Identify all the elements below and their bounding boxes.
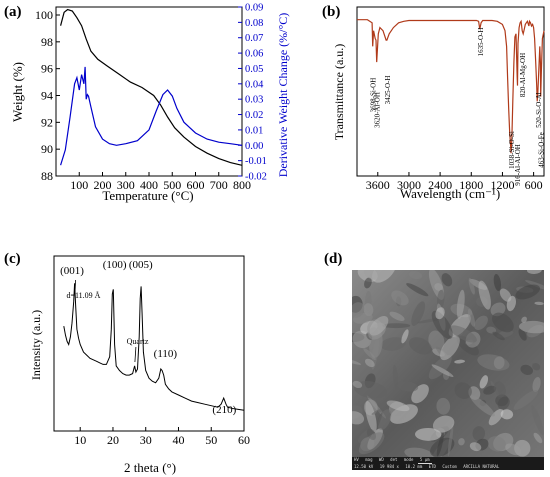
peak-label: (001) bbox=[60, 265, 84, 277]
sem-info-hv: HV bbox=[354, 457, 359, 462]
y-right-tick-label: 0.04 bbox=[245, 79, 264, 90]
panel-c-label: (c) bbox=[4, 251, 21, 267]
sem-val-mode: Custom bbox=[442, 464, 457, 469]
x-tick-label: 600 bbox=[525, 178, 543, 192]
y-right-tick-label: 0.03 bbox=[245, 95, 263, 106]
peak-label: (005) bbox=[129, 259, 153, 271]
x-tick-label: 200 bbox=[94, 178, 112, 192]
x-tick-label: 100 bbox=[70, 178, 88, 192]
peak-annotation: 1635-O-H bbox=[477, 28, 485, 57]
x-tick-label: 3600 bbox=[366, 178, 390, 192]
x-tick-label: 300 bbox=[117, 178, 135, 192]
y-right-tick-label: 0.08 bbox=[245, 18, 263, 29]
weight-curve bbox=[60, 8, 243, 166]
y-right-tick-label: 0.02 bbox=[245, 110, 263, 121]
y-left-tick-label: 88 bbox=[41, 169, 53, 183]
y-left-tick-label: 96 bbox=[41, 62, 53, 76]
peak-annotation: 1038-Si-O-Si bbox=[508, 131, 516, 169]
x-tick-label: 1200 bbox=[490, 178, 514, 192]
sem-info-mode: mode bbox=[403, 457, 414, 462]
panel-a-ylabel-left: Weight (%) bbox=[10, 62, 25, 122]
sem-val-det: ETD bbox=[428, 464, 436, 469]
y-right-tick-label: 0.06 bbox=[245, 49, 263, 60]
x-tick-label: 50 bbox=[205, 433, 217, 447]
sem-image: HV mag WD det mode 5 μm 12.50 kV 19 984 … bbox=[352, 270, 544, 470]
peak-label: (210) bbox=[212, 404, 236, 416]
peak-label: (110) bbox=[154, 348, 178, 360]
y-right-tick-label: 0.07 bbox=[245, 33, 263, 44]
y-right-tick-label: 0.01 bbox=[245, 125, 263, 136]
sem-info-det: det bbox=[390, 457, 398, 462]
y-left-tick-label: 100 bbox=[35, 8, 53, 22]
panel-b: (b) 3600 3000 2400 1800 1200 600 3698-Si-OH36… bbox=[322, 4, 546, 201]
sem-val-wd: 10.2 mm bbox=[405, 464, 423, 469]
peak-annotation: 463-Si-O-Fe bbox=[538, 132, 546, 167]
peak-annotation: 820-Al-Mg-OH bbox=[519, 53, 527, 97]
quartz-pointer bbox=[134, 346, 137, 363]
d-spacing-label: d=11.09 Å bbox=[66, 291, 100, 300]
peak-label: (100) bbox=[103, 259, 127, 271]
panel-a-ylabel-right: Derivative Weight Change (%/°C) bbox=[276, 13, 290, 178]
y-left-tick-label: 98 bbox=[41, 35, 53, 49]
peak-annotation: 3425-O-H bbox=[384, 76, 392, 105]
panel-c-xlabel: 2 theta (°) bbox=[124, 460, 176, 475]
panel-c-frame bbox=[53, 255, 245, 432]
panel-a: (a) 100 200 300 400 500 600 700 800 88 90 92 94 96 98… bbox=[4, 3, 290, 204]
x-tick-label: 700 bbox=[210, 178, 228, 192]
derivative-curve bbox=[60, 66, 243, 166]
panel-b-frame bbox=[356, 6, 545, 177]
y-left-tick-label: 92 bbox=[41, 115, 53, 129]
y-right-tick-label: -0.01 bbox=[245, 156, 267, 167]
x-tick-label: 400 bbox=[140, 178, 158, 192]
panel-a-xlabel: Temperature (°C) bbox=[102, 188, 193, 203]
x-tick-label: 500 bbox=[163, 178, 181, 192]
panel-a-label: (a) bbox=[4, 4, 22, 20]
sem-val-mag: 19 984 x bbox=[379, 464, 399, 469]
x-tick-label: 800 bbox=[233, 178, 251, 192]
peak-annotation: 3698-Si-OH bbox=[370, 78, 378, 113]
x-tick-label: 600 bbox=[187, 178, 205, 192]
x-tick-label: 30 bbox=[140, 433, 152, 447]
y-right-tick-label: -0.02 bbox=[245, 172, 267, 183]
panel-d-label: (d) bbox=[324, 251, 342, 267]
d-spacing-pointer bbox=[74, 279, 77, 293]
panel-b-ylabel: Transmittance (a.u.) bbox=[332, 44, 346, 141]
x-tick-label: 2400 bbox=[428, 178, 452, 192]
sem-sample: ARCILLA NATURAL bbox=[463, 464, 500, 469]
y-right-tick-label: 0.00 bbox=[245, 141, 263, 152]
sem-info-mag: mag bbox=[365, 457, 373, 462]
sem-scale-bar: 5 μm bbox=[417, 457, 432, 464]
sem-info-wd: WD bbox=[378, 457, 384, 462]
y-right-tick-label: 0.05 bbox=[245, 64, 263, 75]
panel-c-ylabel: Intensity (a.u.) bbox=[29, 310, 43, 380]
sem-val-hv: 12.50 kV bbox=[354, 464, 374, 469]
x-tick-label: 60 bbox=[238, 433, 250, 447]
ftir-spectrum bbox=[357, 19, 545, 154]
x-tick-label: 10 bbox=[74, 433, 86, 447]
peak-annotation: 3620-Al-OH bbox=[374, 92, 382, 128]
y-left-tick-label: 94 bbox=[41, 89, 53, 103]
panel-b-label: (b) bbox=[322, 4, 340, 20]
y-right-tick-label: 0.09 bbox=[245, 3, 263, 14]
y-left-tick-label: 90 bbox=[41, 142, 53, 156]
x-tick-label: 1800 bbox=[459, 178, 483, 192]
x-tick-label: 40 bbox=[172, 433, 184, 447]
xrd-pattern bbox=[63, 283, 245, 411]
peak-annotation: 916-Al-Al-OH bbox=[514, 144, 522, 186]
panel-c: (c) 10 20 30 40 50 60 (001) (100) (005) (110) (21… bbox=[4, 251, 250, 475]
peak-annotation: 520-Si-O-Al bbox=[535, 92, 543, 127]
quartz-label: Quartz bbox=[127, 337, 149, 346]
sem-texture bbox=[352, 270, 544, 470]
x-tick-label: 3000 bbox=[397, 178, 421, 192]
panel-b-xlabel: Wavelength (cm⁻¹) bbox=[400, 186, 500, 201]
sem-info-bar: HV mag WD det mode 5 μm 12.50 kV 19 984 … bbox=[352, 457, 544, 470]
x-tick-label: 20 bbox=[107, 433, 119, 447]
